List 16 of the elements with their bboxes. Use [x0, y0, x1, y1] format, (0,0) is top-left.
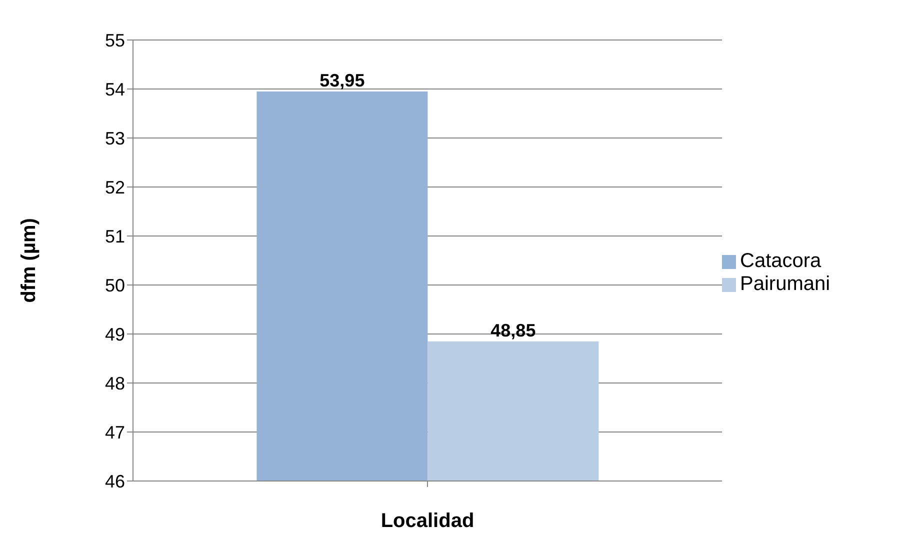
- legend-label: Catacora: [740, 250, 822, 272]
- y-tick-label: 52: [104, 177, 125, 198]
- y-axis-title: dfm (µm): [18, 218, 40, 303]
- y-tick-label: 51: [104, 226, 125, 246]
- y-tick-label: 46: [104, 471, 125, 492]
- data-label: 53,95: [320, 70, 365, 90]
- x-axis-title: Localidad: [380, 510, 474, 532]
- y-tick-label: 48: [104, 373, 125, 394]
- y-tick-label: 54: [104, 79, 125, 100]
- y-tick-label: 55: [104, 30, 125, 50]
- legend-label: Pairumani: [740, 272, 830, 294]
- y-tick-label: 49: [104, 324, 125, 344]
- y-tick-label: 50: [104, 275, 125, 296]
- y-tick-label: 53: [104, 128, 125, 148]
- y-tick-label: 47: [104, 422, 125, 442]
- data-label: 48,85: [490, 320, 536, 340]
